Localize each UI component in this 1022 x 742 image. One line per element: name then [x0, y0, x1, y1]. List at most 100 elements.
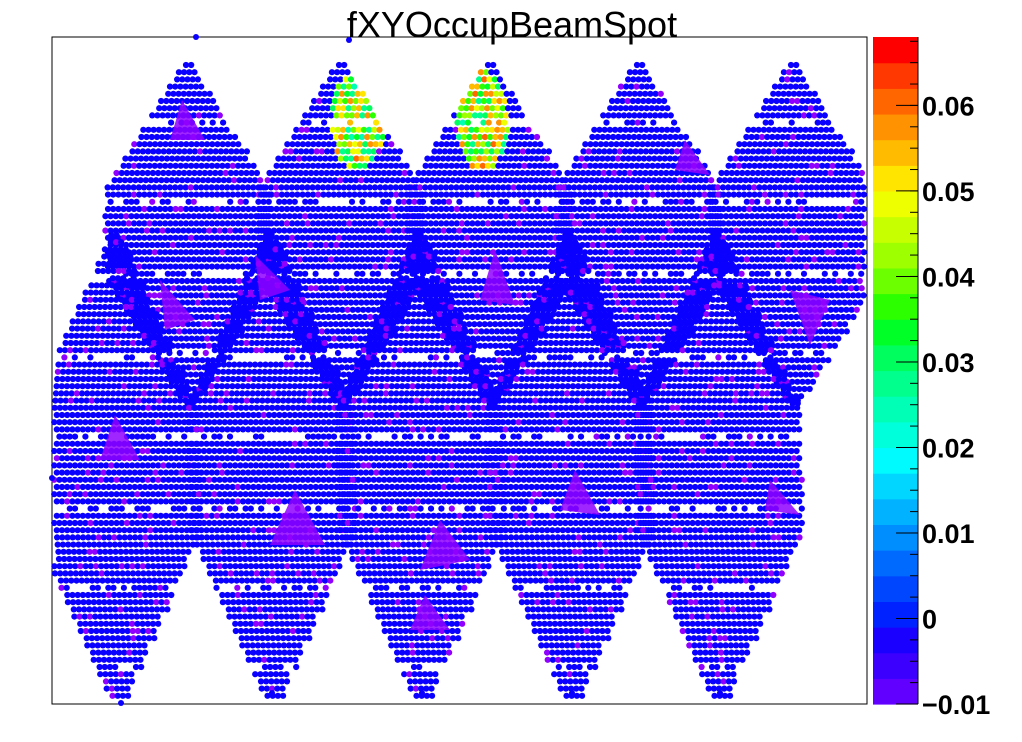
sensor-cell — [172, 220, 179, 227]
sensor-cell — [169, 361, 176, 368]
sensor-cell — [164, 256, 171, 263]
sensor-cell — [208, 105, 215, 112]
sensor-cell — [159, 112, 166, 119]
sensor-cell — [235, 141, 242, 148]
sensor-cell — [234, 184, 241, 191]
sensor-cell — [128, 213, 135, 220]
sensor-cell — [226, 133, 233, 141]
sensor-cell — [120, 191, 127, 198]
sensor-cell — [225, 277, 232, 285]
sensor-cell — [774, 270, 782, 277]
sensor-cell — [130, 220, 138, 227]
sensor-cell — [195, 227, 203, 234]
sensor-cell — [190, 213, 197, 220]
sensor-cell — [214, 191, 221, 198]
sensor-cell — [603, 119, 610, 126]
sensor-cell — [195, 213, 203, 220]
sensor-cell — [198, 184, 205, 191]
sensor-cell — [678, 270, 685, 277]
sensor-cell — [120, 205, 127, 213]
sensor-cell — [113, 169, 120, 177]
sensor-cell — [214, 205, 221, 213]
sensor-cell — [229, 205, 236, 213]
sensor-cell — [205, 133, 213, 141]
sensor-cell — [242, 198, 249, 205]
sensor-cell — [117, 227, 125, 234]
sensor-cell — [127, 177, 134, 184]
sensor-cell — [220, 177, 227, 184]
sensor-cell — [193, 141, 200, 148]
sensor-cell — [188, 234, 195, 241]
sensor-cell — [500, 83, 507, 90]
sensor-cell — [359, 198, 366, 205]
sensor-cell — [167, 141, 174, 148]
sensor-cell — [184, 76, 191, 83]
sensor-cell — [722, 198, 730, 205]
sensor-cell — [302, 270, 309, 277]
sensor-cell — [185, 227, 192, 234]
sensor-cell — [841, 321, 849, 328]
sensor-cell — [175, 256, 182, 263]
sensor-cell — [821, 270, 828, 277]
sensor-cell — [125, 205, 132, 213]
sensor-cell — [192, 349, 199, 357]
sensor-cell — [107, 198, 114, 205]
sensor-cell — [152, 141, 159, 148]
sensor-cell — [155, 169, 162, 177]
sensor-cell — [118, 169, 125, 177]
sensor-cell — [312, 270, 319, 277]
sensor-cell — [214, 141, 221, 148]
sensor-cell — [159, 227, 166, 234]
sensor-cell — [180, 213, 187, 220]
sensor-cell — [230, 141, 237, 148]
sensor-cell — [167, 234, 174, 241]
sensor-cell — [419, 198, 427, 205]
sensor-cell — [149, 169, 156, 177]
sensor-cell — [200, 155, 207, 162]
sensor-cell — [180, 270, 187, 277]
sensor-cell — [172, 249, 179, 256]
sensor-cell — [208, 162, 216, 169]
sensor-cell — [166, 126, 173, 133]
sensor-cell — [102, 227, 109, 234]
sensor-cell — [219, 234, 226, 241]
sensor-cell — [87, 354, 94, 361]
sensor-cell — [193, 220, 200, 227]
sensor-cell — [154, 241, 161, 249]
sensor-cell — [177, 263, 184, 270]
sensor-cell — [219, 263, 226, 270]
sensor-cell — [198, 249, 205, 256]
sensor-cell — [215, 155, 223, 162]
sensor-cell — [192, 184, 200, 191]
sensor-cell — [250, 234, 257, 241]
sensor-cell — [214, 263, 221, 270]
sensor-cell — [172, 205, 179, 213]
sensor-cell — [128, 198, 135, 205]
sensor-cell — [234, 191, 242, 198]
sensor-cell — [156, 105, 163, 112]
sensor-cell — [860, 234, 867, 241]
sensor-cell — [224, 191, 231, 198]
sensor-cell — [209, 119, 216, 126]
sensor-cell — [146, 191, 153, 198]
sensor-cell — [221, 256, 229, 263]
sensor-cell — [388, 141, 395, 148]
sensor-cell — [145, 126, 152, 133]
sensor-cell — [253, 241, 260, 249]
sensor-cell — [158, 177, 165, 184]
sensor-cell — [219, 249, 226, 256]
sensor-cell — [190, 198, 197, 205]
sensor-cell — [213, 105, 220, 112]
sensor-cell — [206, 90, 213, 97]
sensor-cell — [250, 249, 257, 256]
sensor-cell — [815, 97, 822, 105]
sensor-cell — [797, 349, 804, 357]
sensor-cell — [165, 169, 172, 177]
sensor-cell — [240, 249, 247, 256]
sensor-cell — [151, 205, 158, 213]
sensor-cell — [125, 234, 132, 241]
sensor-cell — [191, 169, 198, 177]
sensor-cell — [185, 256, 192, 263]
sensor-cell — [194, 97, 201, 105]
sensor-cell — [154, 112, 161, 119]
